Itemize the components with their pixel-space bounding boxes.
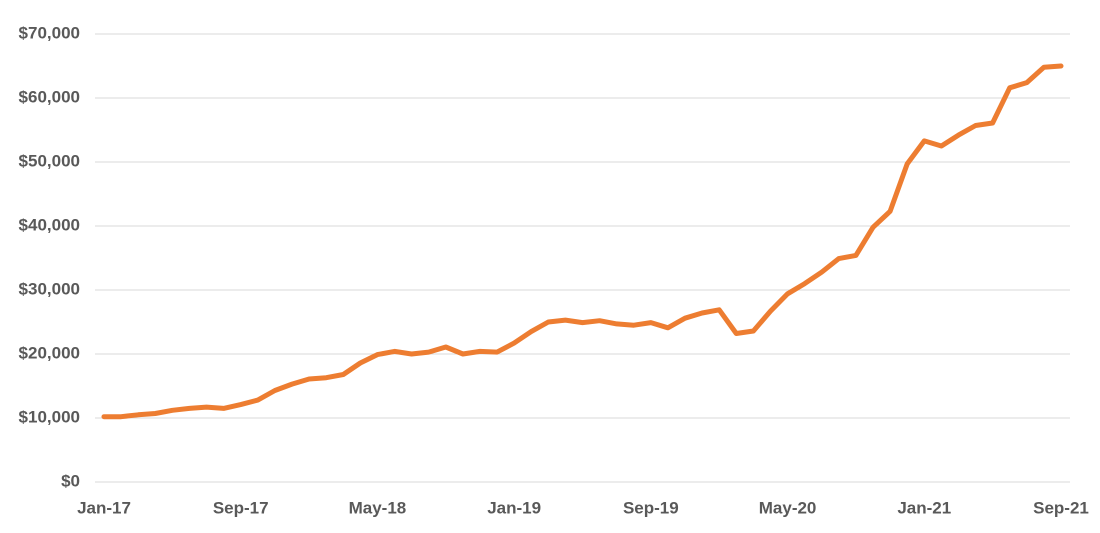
y-tick-label: $60,000 [19, 87, 80, 106]
y-tick-label: $0 [61, 471, 80, 490]
y-tick-label: $70,000 [19, 23, 80, 42]
data-line [101, 63, 1064, 420]
y-tick-label: $50,000 [19, 151, 80, 170]
x-tick-label: Sep-17 [213, 498, 269, 517]
y-tick-label: $20,000 [19, 343, 80, 362]
x-tick-label: Sep-19 [623, 498, 679, 517]
x-tick-label: Jan-19 [487, 498, 541, 517]
x-tick-label: Sep-21 [1033, 498, 1089, 517]
x-tick-label: Jan-21 [897, 498, 951, 517]
x-tick-label: May-20 [759, 498, 817, 517]
y-tick-label: $30,000 [19, 279, 80, 298]
y-tick-label: $40,000 [19, 215, 80, 234]
y-tick-label: $10,000 [19, 407, 80, 426]
x-tick-label: Jan-17 [77, 498, 131, 517]
x-tick-label: May-18 [349, 498, 407, 517]
